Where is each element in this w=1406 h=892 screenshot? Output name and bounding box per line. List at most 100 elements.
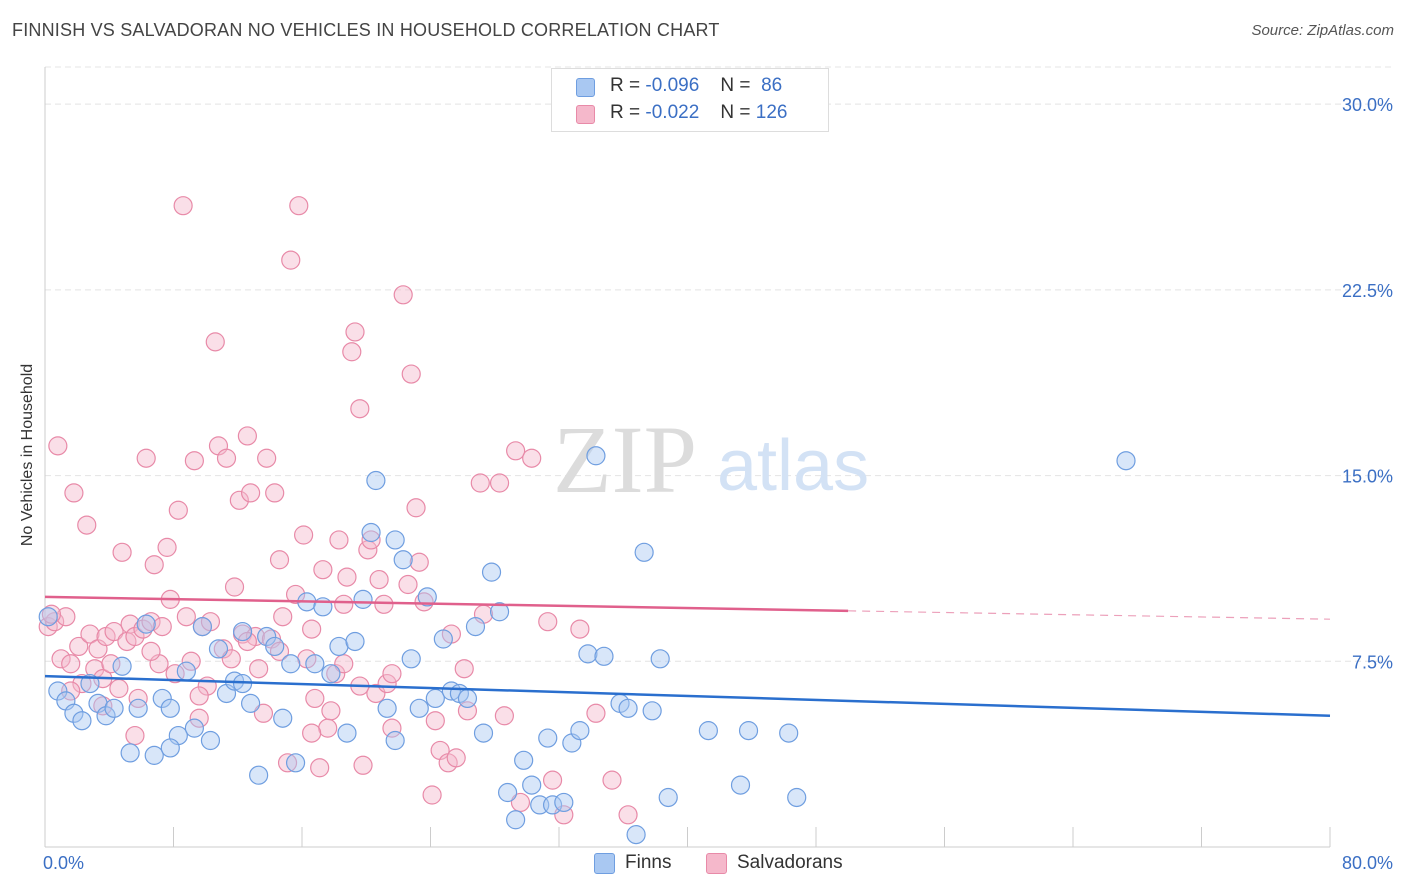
- salvadorans-point-92: [422, 785, 442, 805]
- salvadorans-point-15: [101, 654, 121, 674]
- finns-point-52: [457, 688, 478, 709]
- salvadorans-point-2: [48, 436, 68, 456]
- salvadorans-n-value: 126: [755, 102, 788, 123]
- finns-point-39: [353, 589, 373, 609]
- finns-point-4: [72, 711, 92, 731]
- finns-r-value: -0.096: [645, 75, 700, 96]
- stats-legend: R = -0.096 N = 86 R = -0.022 N = 126: [551, 68, 829, 132]
- finns-point-60: [522, 775, 542, 795]
- finns-point-50: [441, 681, 461, 701]
- salvadorans-point-106: [522, 448, 542, 468]
- trend-lines: [44, 595, 1331, 718]
- salvadorans-point-80: [361, 530, 381, 550]
- finns-point-10: [120, 743, 140, 763]
- salvadorans-point-7: [69, 636, 89, 657]
- finns-point-41: [366, 470, 386, 491]
- finns-point-56: [489, 602, 510, 622]
- salvadorans-n-label: N =: [720, 102, 751, 123]
- salvadorans-point-16: [104, 621, 124, 642]
- finns-point-63: [542, 795, 563, 815]
- finns-n-label: N =: [720, 75, 751, 96]
- salvadorans-r-value: -0.022: [645, 102, 700, 123]
- finns-point-42: [377, 698, 397, 718]
- finns-point-13: [144, 745, 164, 765]
- salvadorans-point-107: [538, 612, 558, 632]
- salvadorans-point-88: [401, 364, 421, 384]
- finns-point-76: [658, 787, 678, 808]
- salvadorans-point-78: [353, 755, 373, 775]
- salvadorans-point-31: [165, 664, 185, 684]
- salvadorans-legend-label: Salvadorans: [737, 852, 843, 873]
- finns-point-55: [481, 562, 502, 582]
- salvadorans-point-82: [369, 569, 389, 590]
- finns-point-77: [698, 721, 718, 741]
- finns-point-35: [321, 664, 341, 684]
- finns-point-68: [586, 446, 606, 466]
- finns-point-66: [570, 721, 590, 741]
- salvadorans-point-5: [61, 654, 81, 674]
- finns-point-64: [554, 792, 574, 813]
- salvadorans-point-58: [273, 607, 293, 627]
- salvadorans-point-22: [128, 688, 148, 709]
- salvadorans-point-20: [120, 614, 140, 634]
- salvadorans-trend-extension: [848, 610, 1331, 620]
- x-tick-label-0: 0.0%: [43, 853, 84, 873]
- salvadorans-point-68: [313, 560, 333, 580]
- finns-point-78: [730, 775, 751, 795]
- finns-point-59: [514, 750, 534, 770]
- salvadorans-point-17: [109, 678, 129, 699]
- finns-point-14: [152, 688, 172, 709]
- salvadorans-point-47: [229, 490, 249, 510]
- salvadorans-point-32: [168, 500, 188, 520]
- salvadorans-point-52: [249, 659, 269, 679]
- salvadorans-point-83: [374, 594, 394, 614]
- finns-n-value: 86: [761, 75, 783, 96]
- x-tick-label-1: 80.0%: [1342, 853, 1393, 873]
- salvadorans-trend-line: [44, 595, 849, 613]
- finns-legend-swatch: [594, 853, 615, 874]
- salvadorans-point-111: [586, 703, 606, 723]
- finns-point-20: [200, 730, 221, 751]
- finns-point-73: [634, 542, 654, 562]
- salvadorans-point-62: [289, 196, 309, 216]
- salvadorans-point-37: [189, 708, 209, 728]
- salvadorans-point-75: [342, 342, 362, 362]
- finns-point-57: [498, 782, 518, 803]
- finns-point-5: [80, 673, 100, 694]
- finns-point-29: [273, 708, 293, 728]
- salvadorans-point-73: [334, 594, 354, 614]
- salvadorans-point-120: [382, 718, 402, 738]
- finns-point-71: [618, 698, 638, 718]
- finns-point-43: [385, 530, 405, 550]
- finns-point-12: [136, 614, 156, 634]
- finns-point-9: [112, 656, 132, 676]
- salvadorans-point-110: [570, 619, 590, 639]
- finns-point-19: [192, 617, 213, 637]
- finns-point-25: [241, 693, 261, 713]
- salvadorans-point-53: [253, 703, 274, 723]
- salvadorans-point-114: [189, 686, 209, 706]
- finns-point-27: [257, 626, 277, 647]
- finns-point-18: [184, 718, 204, 738]
- finns-point-72: [626, 825, 646, 845]
- finns-point-11: [128, 698, 148, 718]
- salvadorans-point-10: [80, 624, 100, 644]
- finns-point-21: [208, 639, 229, 659]
- finns-point-75: [650, 649, 670, 669]
- salvadorans-point-26: [144, 555, 164, 575]
- finns-point-33: [305, 654, 325, 674]
- salvadorans-point-125: [41, 604, 62, 624]
- finns-point-47: [417, 587, 437, 607]
- salvadorans-point-18: [112, 542, 132, 562]
- finns-point-45: [401, 649, 421, 669]
- salvadorans-point-98: [454, 659, 474, 679]
- salvadorans-point-102: [489, 473, 510, 493]
- finns-point-28: [265, 636, 285, 657]
- salvadorans-point-59: [277, 753, 298, 773]
- y-tick-label-1: 15.0%: [1342, 467, 1393, 487]
- finns-point-44: [393, 550, 413, 570]
- salvadorans-point-36: [184, 451, 204, 471]
- finns-point-37: [337, 723, 357, 743]
- salvadorans-point-115: [237, 631, 257, 652]
- salvadorans-point-49: [237, 426, 257, 446]
